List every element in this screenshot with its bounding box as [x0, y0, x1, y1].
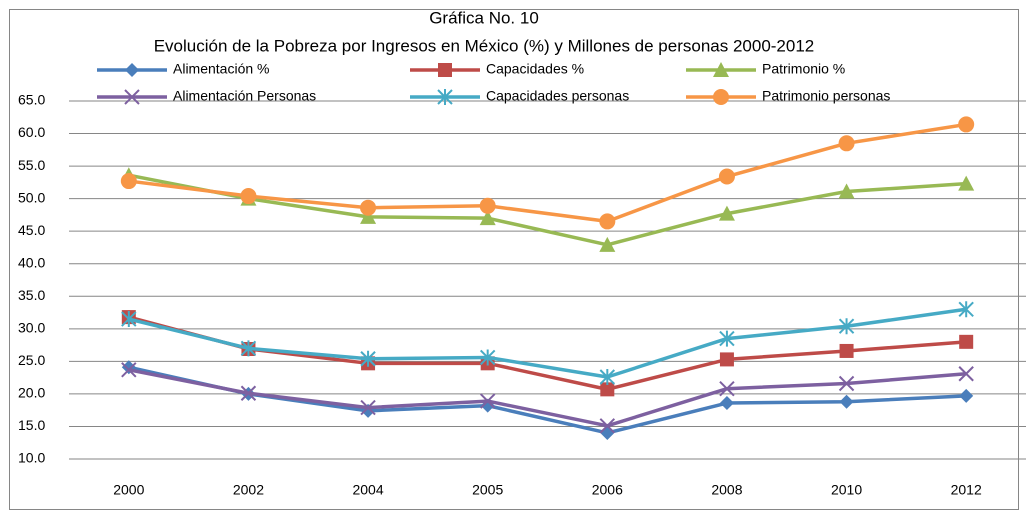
- marker: [600, 382, 615, 397]
- marker: [479, 393, 496, 409]
- chart-border: [9, 9, 1019, 510]
- y-tick-label: 55.0: [18, 157, 45, 173]
- marker: [479, 197, 496, 214]
- marker: [718, 205, 735, 221]
- marker: [838, 183, 855, 199]
- legend-label: Capacidades %: [486, 61, 584, 77]
- legend-label: Alimentación Personas: [173, 88, 316, 104]
- x-tick-label: 2008: [711, 482, 742, 498]
- y-tick-label: 20.0: [18, 385, 45, 401]
- marker: [599, 418, 616, 434]
- series-line: [128, 173, 967, 247]
- y-tick-label: 15.0: [18, 417, 45, 433]
- marker: [719, 352, 734, 367]
- marker: [958, 301, 974, 318]
- marker: [718, 168, 735, 185]
- marker: [839, 343, 854, 358]
- marker: [599, 236, 616, 252]
- marker: [719, 396, 734, 411]
- marker: [599, 368, 616, 385]
- marker: [125, 63, 139, 77]
- marker: [959, 334, 974, 349]
- marker: [124, 89, 140, 105]
- marker: [121, 311, 137, 328]
- marker: [240, 340, 257, 357]
- marker: [438, 63, 452, 77]
- chart-subtitle: Evolución de la Pobreza por Ingresos en …: [154, 36, 815, 55]
- y-tick-label: 35.0: [18, 287, 45, 303]
- legend-label: Capacidades personas: [486, 88, 629, 104]
- x-tick-label: 2005: [472, 482, 503, 498]
- series-line: [128, 368, 967, 428]
- marker: [599, 213, 616, 230]
- legend-label: Patrimonio %: [762, 61, 845, 77]
- marker: [838, 375, 855, 392]
- marker: [360, 399, 376, 416]
- marker: [240, 188, 257, 205]
- marker: [120, 173, 137, 190]
- x-tick-label: 2002: [233, 482, 264, 498]
- legend-label: Patrimonio personas: [762, 88, 890, 104]
- marker: [713, 62, 729, 77]
- y-tick-label: 10.0: [18, 450, 45, 466]
- marker: [360, 350, 376, 367]
- x-tick-label: 2004: [352, 482, 383, 498]
- marker: [240, 385, 257, 401]
- x-tick-label: 2000: [113, 482, 144, 498]
- marker: [479, 349, 496, 366]
- marker: [719, 380, 735, 397]
- marker: [479, 210, 496, 226]
- marker: [719, 330, 735, 347]
- marker: [958, 116, 975, 133]
- chart-title: Gráfica No. 10: [429, 8, 539, 27]
- marker: [838, 135, 855, 152]
- series-line: [128, 122, 967, 224]
- y-tick-label: 45.0: [18, 222, 45, 238]
- x-tick-label: 2010: [831, 482, 862, 498]
- marker: [958, 175, 975, 191]
- y-tick-label: 65.0: [18, 92, 45, 108]
- marker: [121, 362, 137, 378]
- marker: [360, 199, 377, 216]
- x-tick-label: 2012: [951, 482, 982, 498]
- y-tick-label: 40.0: [18, 254, 45, 270]
- series-line: [128, 307, 967, 379]
- marker: [437, 89, 453, 105]
- x-tick-label: 2006: [592, 482, 623, 498]
- y-tick-label: 25.0: [18, 352, 45, 368]
- marker: [839, 394, 854, 409]
- legend-label: Alimentación %: [173, 61, 270, 77]
- marker: [713, 89, 729, 105]
- marker: [958, 366, 974, 382]
- y-tick-label: 60.0: [18, 124, 45, 140]
- marker: [838, 318, 855, 335]
- y-tick-label: 50.0: [18, 189, 45, 205]
- marker: [360, 208, 377, 224]
- y-tick-label: 30.0: [18, 320, 45, 336]
- marker: [959, 388, 974, 403]
